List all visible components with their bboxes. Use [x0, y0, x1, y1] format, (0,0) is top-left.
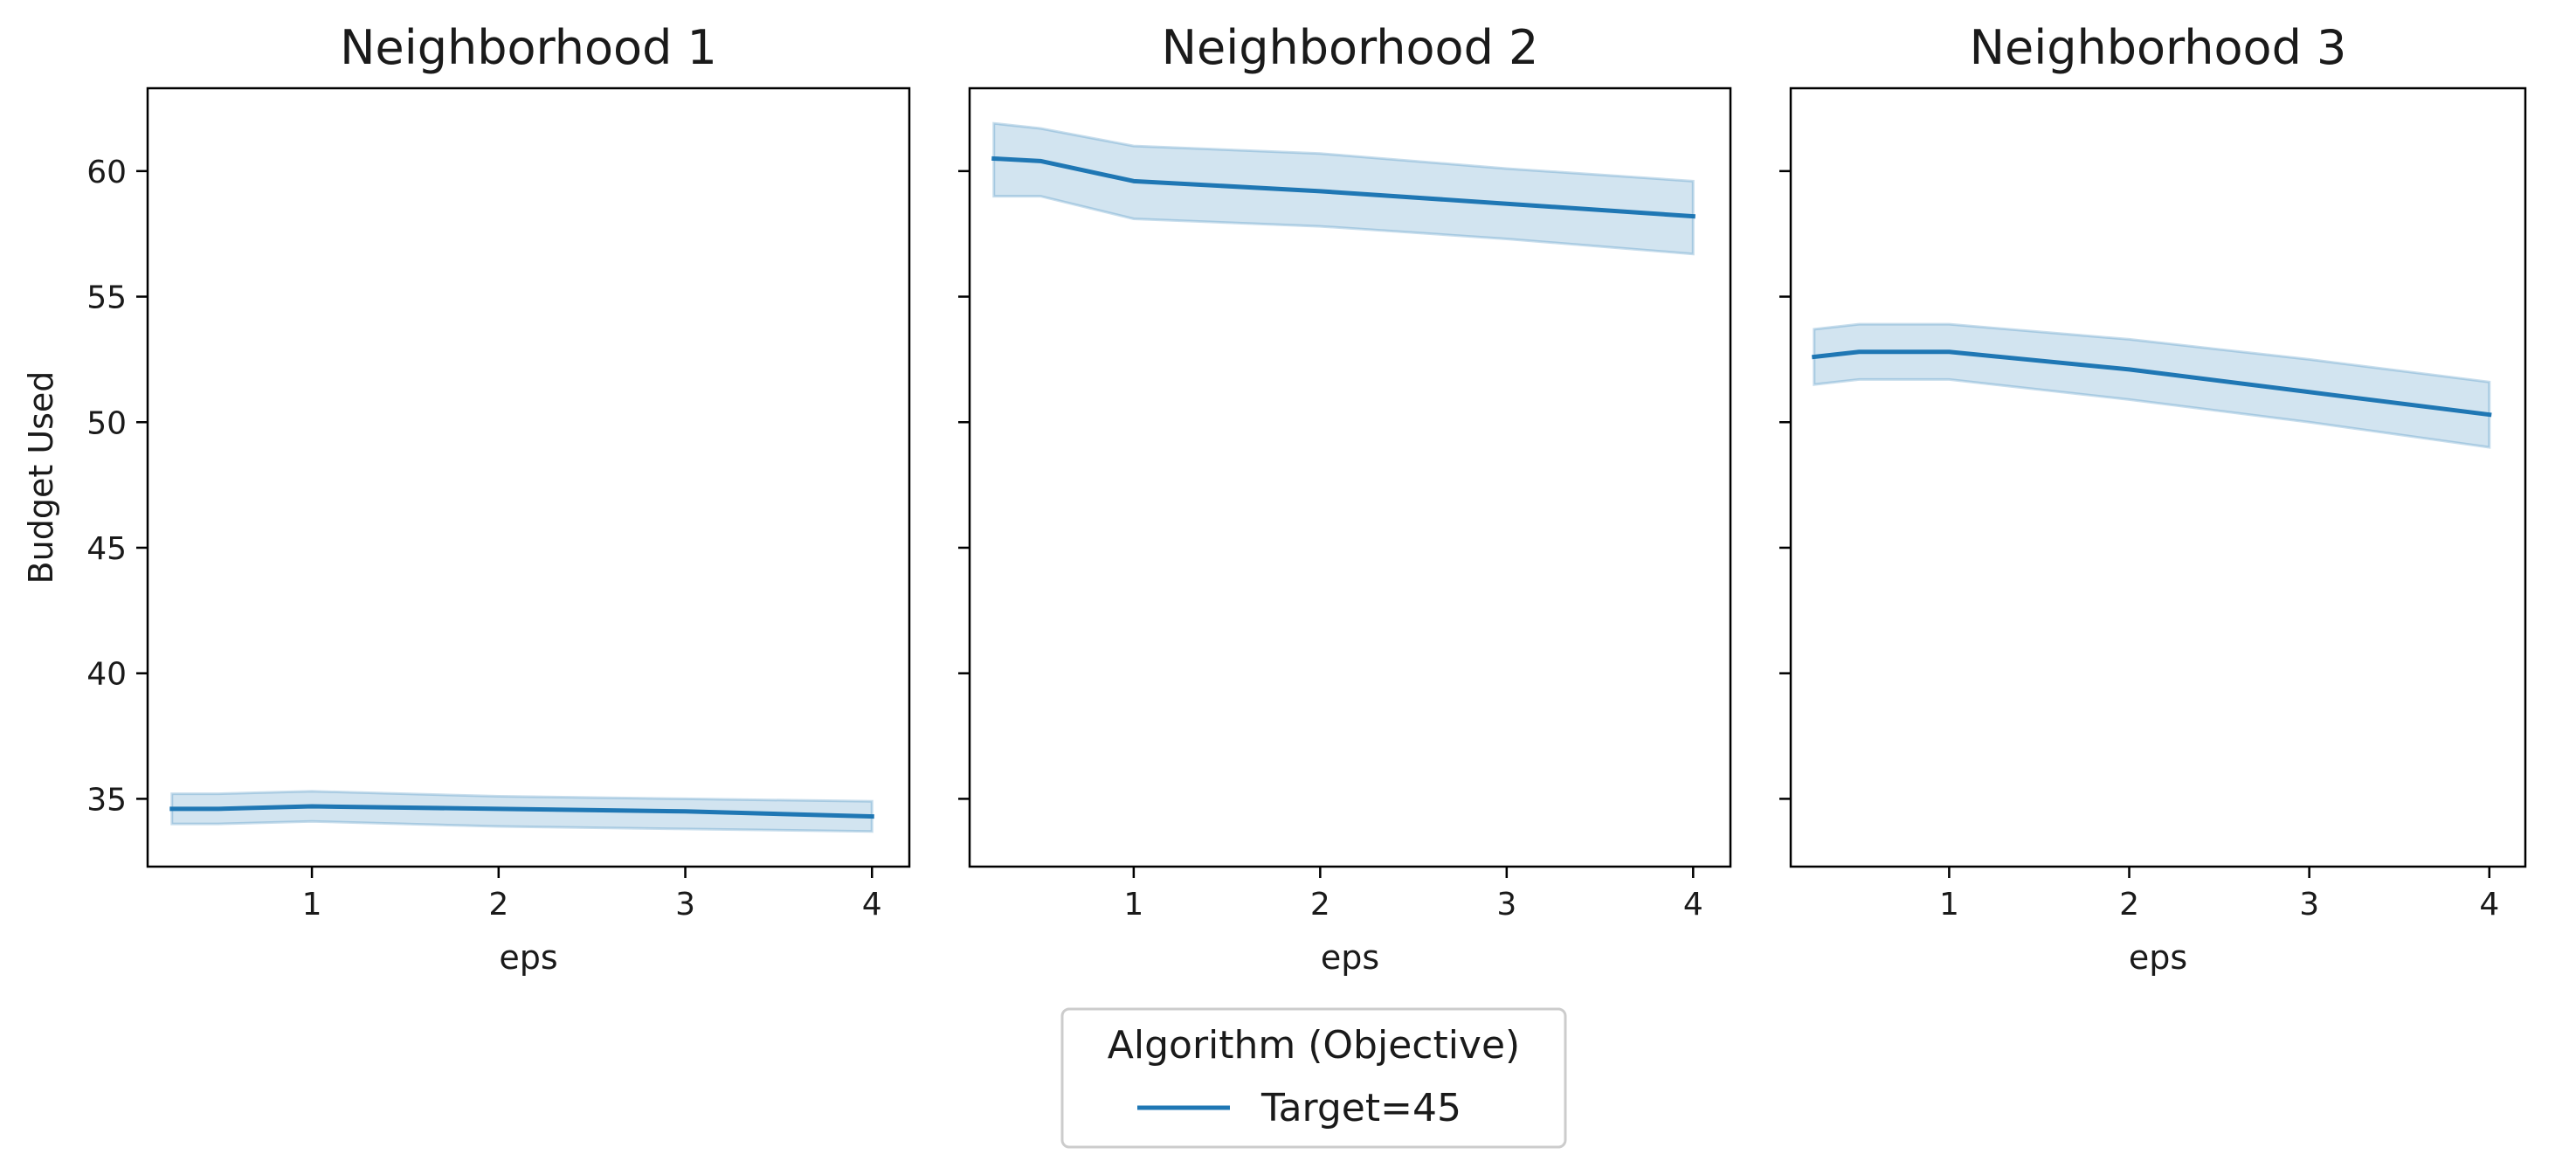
chart-title-2: Neighborhood 2	[1162, 20, 1539, 75]
x-axis-label-1: eps	[499, 938, 557, 977]
x-tick-label-4: 4	[1683, 887, 1703, 923]
y-tick-label-45: 45	[86, 531, 127, 567]
legend: Algorithm (Objective) Target=45	[1060, 1007, 1567, 1149]
x-tick-label-4: 4	[862, 887, 882, 923]
confidence-band-3	[1813, 322, 2491, 449]
confidence-band-2	[992, 121, 1695, 256]
y-tick-label-55: 55	[86, 280, 127, 316]
legend-title: Algorithm (Objective)	[1108, 1023, 1520, 1068]
legend-frame	[1060, 1007, 1567, 1149]
confidence-band-1	[170, 790, 874, 833]
x-axis-label-3: eps	[2129, 938, 2187, 977]
y-tick-label-60: 60	[86, 155, 127, 190]
x-tick-label-3: 3	[1496, 887, 1516, 923]
x-tick-label-3: 3	[2299, 887, 2319, 923]
x-tick-label-1: 1	[302, 887, 322, 923]
series-line-2	[991, 156, 1695, 219]
x-tick-label-3: 3	[675, 887, 695, 923]
x-tick-label-2: 2	[2119, 887, 2139, 923]
chart-panel-1: 1 2 3 4 35 40 45 50 55 60 Neighborhood 1 eps Budget …	[22, 20, 911, 977]
x-tick-label-2: 2	[488, 887, 508, 923]
y-tick-label-50: 50	[86, 405, 127, 441]
legend-item-label: Target=45	[1260, 1086, 1461, 1130]
series-line-3	[1812, 349, 2492, 418]
x-axis-label-2: eps	[1321, 938, 1379, 977]
x-tick-label-1: 1	[1123, 887, 1143, 923]
x-tick-label-1: 1	[1939, 887, 1959, 923]
series-line-1	[169, 804, 874, 819]
chart-panel-2: 1 2 3 4 Neighborhood 2 eps	[958, 20, 1732, 977]
x-tick-label-2: 2	[1310, 887, 1330, 923]
chart-panel-3: 1 2 3 4 Neighborhood 3 eps	[1779, 20, 2527, 977]
chart-title-3: Neighborhood 3	[1970, 20, 2347, 75]
y-tick-label-40: 40	[86, 657, 127, 693]
x-tick-label-4: 4	[2479, 887, 2499, 923]
axes-frame-2	[968, 86, 1732, 868]
y-tick-label-35: 35	[86, 782, 127, 818]
chart-title-1: Neighborhood 1	[340, 20, 717, 75]
panels: 1 2 3 4 35 40 45 50 55 60 Neighborhood 1 eps Budget …	[22, 20, 2527, 977]
axes-frame-3	[1789, 86, 2527, 868]
y-axis-label: Budget Used	[22, 371, 60, 584]
axes-frame-1	[146, 86, 911, 868]
